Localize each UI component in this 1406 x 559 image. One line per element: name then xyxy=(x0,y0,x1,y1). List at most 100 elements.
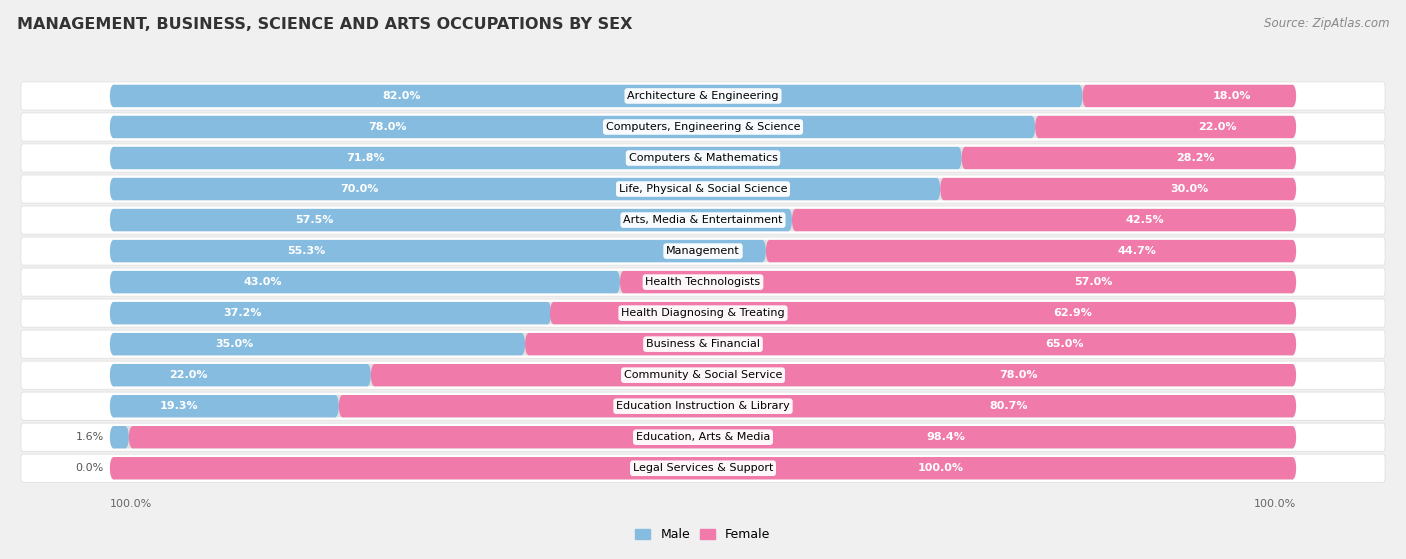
FancyBboxPatch shape xyxy=(114,457,1292,480)
Text: Arts, Media & Entertainment: Arts, Media & Entertainment xyxy=(623,215,783,225)
Ellipse shape xyxy=(121,426,129,448)
Text: 37.2%: 37.2% xyxy=(224,308,262,318)
Ellipse shape xyxy=(110,302,117,324)
Text: Education Instruction & Library: Education Instruction & Library xyxy=(616,401,790,411)
Text: 0.0%: 0.0% xyxy=(76,463,104,473)
FancyBboxPatch shape xyxy=(21,454,1385,482)
FancyBboxPatch shape xyxy=(114,302,547,324)
Ellipse shape xyxy=(758,240,766,262)
FancyBboxPatch shape xyxy=(943,178,1292,200)
Ellipse shape xyxy=(1289,457,1296,480)
Text: 1.6%: 1.6% xyxy=(76,432,104,442)
FancyBboxPatch shape xyxy=(114,395,1292,418)
FancyBboxPatch shape xyxy=(114,178,1292,200)
Ellipse shape xyxy=(1289,240,1296,262)
Text: Management: Management xyxy=(666,246,740,256)
Text: Computers, Engineering & Science: Computers, Engineering & Science xyxy=(606,122,800,132)
Ellipse shape xyxy=(1083,85,1090,107)
Text: 44.7%: 44.7% xyxy=(1118,246,1157,256)
FancyBboxPatch shape xyxy=(21,144,1385,172)
Text: 22.0%: 22.0% xyxy=(169,370,208,380)
Text: 42.5%: 42.5% xyxy=(1126,215,1164,225)
FancyBboxPatch shape xyxy=(114,85,1078,107)
FancyBboxPatch shape xyxy=(114,85,1292,107)
Ellipse shape xyxy=(110,178,117,200)
FancyBboxPatch shape xyxy=(114,209,789,231)
Ellipse shape xyxy=(550,302,557,324)
FancyBboxPatch shape xyxy=(114,395,335,418)
FancyBboxPatch shape xyxy=(114,116,1032,138)
Ellipse shape xyxy=(110,209,117,231)
Ellipse shape xyxy=(110,209,117,231)
Text: 80.7%: 80.7% xyxy=(990,401,1028,411)
Ellipse shape xyxy=(110,240,117,262)
Ellipse shape xyxy=(110,457,117,480)
FancyBboxPatch shape xyxy=(114,271,1292,293)
Ellipse shape xyxy=(110,395,117,418)
Ellipse shape xyxy=(1289,333,1296,356)
Text: 100.0%: 100.0% xyxy=(110,499,152,509)
FancyBboxPatch shape xyxy=(624,271,1292,293)
Ellipse shape xyxy=(1289,333,1296,356)
Ellipse shape xyxy=(1289,364,1296,386)
FancyBboxPatch shape xyxy=(114,364,1292,386)
Ellipse shape xyxy=(941,178,948,200)
Ellipse shape xyxy=(110,426,117,448)
FancyBboxPatch shape xyxy=(21,392,1385,420)
Ellipse shape xyxy=(364,364,371,386)
Text: Life, Physical & Social Science: Life, Physical & Social Science xyxy=(619,184,787,194)
FancyBboxPatch shape xyxy=(114,147,957,169)
FancyBboxPatch shape xyxy=(114,240,762,262)
Ellipse shape xyxy=(371,364,378,386)
Text: MANAGEMENT, BUSINESS, SCIENCE AND ARTS OCCUPATIONS BY SEX: MANAGEMENT, BUSINESS, SCIENCE AND ARTS O… xyxy=(17,17,633,32)
Ellipse shape xyxy=(1289,209,1296,231)
Ellipse shape xyxy=(1289,457,1296,480)
Ellipse shape xyxy=(1289,116,1296,138)
Text: 78.0%: 78.0% xyxy=(1000,370,1038,380)
Ellipse shape xyxy=(962,147,969,169)
Text: Education, Arts & Media: Education, Arts & Media xyxy=(636,432,770,442)
Ellipse shape xyxy=(110,85,117,107)
Ellipse shape xyxy=(1289,147,1296,169)
Ellipse shape xyxy=(110,271,117,293)
Ellipse shape xyxy=(110,364,117,386)
Ellipse shape xyxy=(110,426,117,448)
Ellipse shape xyxy=(524,333,533,356)
Text: Computers & Mathematics: Computers & Mathematics xyxy=(628,153,778,163)
FancyBboxPatch shape xyxy=(21,299,1385,327)
Ellipse shape xyxy=(110,178,117,200)
Ellipse shape xyxy=(110,395,117,418)
Ellipse shape xyxy=(1289,426,1296,448)
Text: 30.0%: 30.0% xyxy=(1170,184,1209,194)
FancyBboxPatch shape xyxy=(554,302,1292,324)
Text: 78.0%: 78.0% xyxy=(368,122,406,132)
FancyBboxPatch shape xyxy=(114,302,1292,324)
FancyBboxPatch shape xyxy=(529,333,1292,356)
Ellipse shape xyxy=(110,333,117,356)
Ellipse shape xyxy=(1289,85,1296,107)
Ellipse shape xyxy=(1289,271,1296,293)
FancyBboxPatch shape xyxy=(21,423,1385,451)
FancyBboxPatch shape xyxy=(114,116,1292,138)
FancyBboxPatch shape xyxy=(132,426,1292,448)
Ellipse shape xyxy=(785,209,792,231)
Text: 22.0%: 22.0% xyxy=(1198,122,1237,132)
Ellipse shape xyxy=(110,271,117,293)
Text: Architecture & Engineering: Architecture & Engineering xyxy=(627,91,779,101)
FancyBboxPatch shape xyxy=(21,206,1385,234)
FancyBboxPatch shape xyxy=(796,209,1292,231)
Ellipse shape xyxy=(1289,178,1296,200)
Ellipse shape xyxy=(1289,85,1296,107)
Ellipse shape xyxy=(1289,426,1296,448)
Ellipse shape xyxy=(620,271,627,293)
FancyBboxPatch shape xyxy=(114,147,1292,169)
FancyBboxPatch shape xyxy=(114,364,367,386)
FancyBboxPatch shape xyxy=(21,268,1385,296)
Ellipse shape xyxy=(1289,240,1296,262)
Ellipse shape xyxy=(110,116,117,138)
FancyBboxPatch shape xyxy=(1087,85,1292,107)
FancyBboxPatch shape xyxy=(769,240,1292,262)
Ellipse shape xyxy=(517,333,524,356)
Ellipse shape xyxy=(1028,116,1035,138)
Text: 82.0%: 82.0% xyxy=(382,91,420,101)
